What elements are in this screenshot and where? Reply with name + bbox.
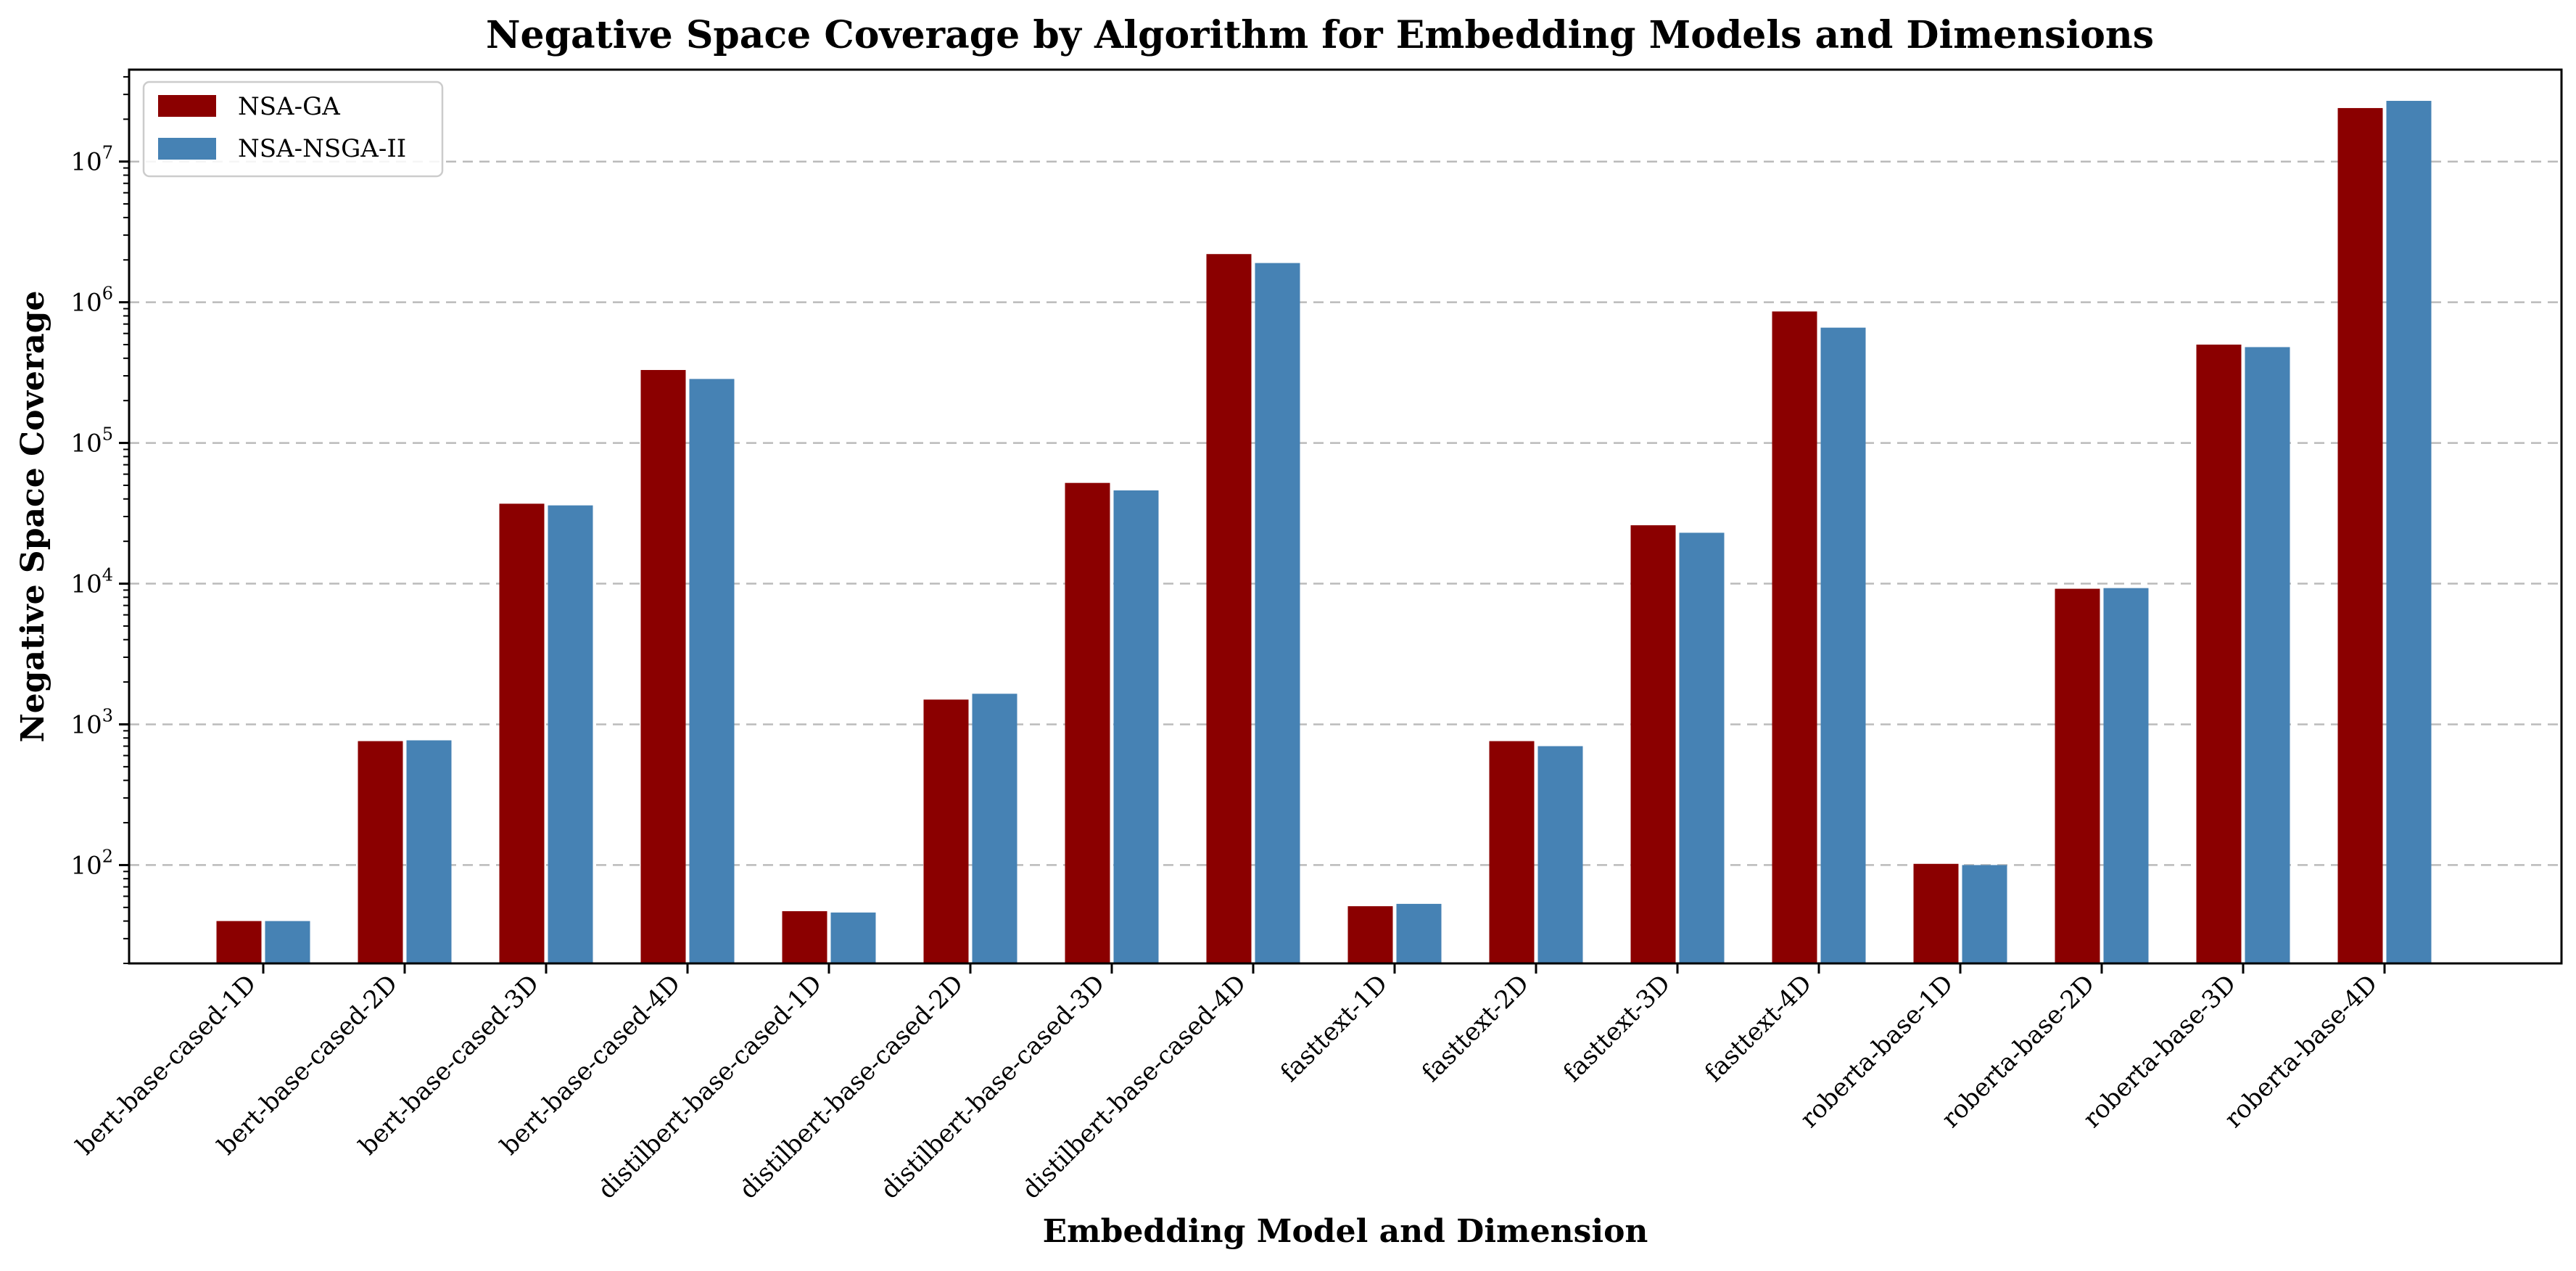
bar-nsa-nsga-ii-distilbert-base-cased-2d xyxy=(972,694,1017,963)
bar-nsa-nsga-ii-roberta-base-2d xyxy=(2103,588,2149,963)
x-tick-label-distilbert-base-cased-2d: distilbert-base-cased-2D xyxy=(734,969,970,1205)
bar-nsa-ga-roberta-base-1d xyxy=(1913,863,1959,963)
bar-nsa-nsga-ii-fasttext-3d xyxy=(1679,532,1725,963)
bar-nsa-nsga-ii-roberta-base-1d xyxy=(1962,865,2007,963)
bar-nsa-ga-distilbert-base-cased-1d xyxy=(782,911,827,963)
chart-title: Negative Space Coverage by Algorithm for… xyxy=(486,13,2154,57)
bar-nsa-nsga-ii-distilbert-base-cased-1d xyxy=(830,912,876,963)
y-tick-label-1e5: 105 xyxy=(70,424,113,458)
legend: NSA-GA NSA-NSGA-II xyxy=(142,81,444,178)
legend-swatch-nsa-nsga-ii xyxy=(158,138,216,160)
x-tick-label-roberta-base-4d: roberta-base-4D xyxy=(2219,969,2383,1133)
bar-nsa-nsga-ii-bert-base-cased-4d xyxy=(689,379,735,963)
x-tick-label-fasttext-3d: fasttext-3D xyxy=(1558,969,1676,1087)
x-tick-label-distilbert-base-cased-3d: distilbert-base-cased-3D xyxy=(875,969,1111,1205)
legend-swatch-nsa-ga xyxy=(158,95,216,117)
x-tick-label-roberta-base-2d: roberta-base-2D xyxy=(1936,969,2100,1133)
x-tick-label-distilbert-base-cased-4d: distilbert-base-cased-4D xyxy=(1017,969,1252,1205)
bar-nsa-nsga-ii-roberta-base-3d xyxy=(2245,347,2290,963)
bar-nsa-nsga-ii-distilbert-base-cased-3d xyxy=(1113,490,1159,963)
bar-nsa-ga-distilbert-base-cased-4d xyxy=(1206,254,1252,963)
bar-nsa-nsga-ii-bert-base-cased-3d xyxy=(548,505,593,963)
x-tick-label-fasttext-4d: fasttext-4D xyxy=(1699,969,1817,1087)
bar-nsa-ga-fasttext-1d xyxy=(1347,906,1393,963)
bar-nsa-ga-distilbert-base-cased-3d xyxy=(1065,482,1110,963)
x-tick-label-distilbert-base-cased-1d: distilbert-base-cased-1D xyxy=(593,969,828,1205)
x-tick-label-fasttext-1d: fasttext-1D xyxy=(1275,969,1393,1087)
bar-nsa-ga-bert-base-cased-2d xyxy=(358,741,403,963)
bar-nsa-ga-roberta-base-3d xyxy=(2196,345,2242,963)
x-tick-label-roberta-base-3d: roberta-base-3D xyxy=(2078,969,2242,1133)
bar-nsa-nsga-ii-bert-base-cased-1d xyxy=(265,921,310,963)
y-tick-labels: 102 103 104 105 106 107 xyxy=(70,143,113,881)
y-tick-label-1e4: 104 xyxy=(70,565,113,599)
bar-nsa-nsga-ii-roberta-base-4d xyxy=(2386,101,2432,964)
x-tick-labels: bert-base-cased-1Dbert-base-cased-2Dbert… xyxy=(70,969,2383,1205)
bar-nsa-ga-roberta-base-2d xyxy=(2055,588,2100,963)
x-axis-label: Embedding Model and Dimension xyxy=(1043,1213,1648,1250)
y-tick-label-1e6: 106 xyxy=(70,284,113,318)
legend-box xyxy=(142,81,444,178)
bar-nsa-ga-roberta-base-4d xyxy=(2337,107,2383,963)
y-axis-label: Negative Space Coverage xyxy=(15,291,51,743)
bar-nsa-ga-distilbert-base-cased-2d xyxy=(923,699,969,963)
bar-nsa-ga-bert-base-cased-4d xyxy=(640,370,686,963)
axis-ticks xyxy=(119,75,2386,974)
bar-nsa-nsga-ii-bert-base-cased-2d xyxy=(406,740,452,963)
y-tick-label-1e2: 102 xyxy=(70,846,113,880)
bar-nsa-nsga-ii-fasttext-1d xyxy=(1396,903,1442,963)
y-tick-label-1e3: 103 xyxy=(70,705,113,739)
legend-label-nsa-ga: NSA-GA xyxy=(238,92,340,121)
legend-label-nsa-nsga-ii: NSA-NSGA-II xyxy=(238,134,406,163)
bar-nsa-nsga-ii-distilbert-base-cased-4d xyxy=(1255,263,1300,963)
bar-nsa-ga-fasttext-3d xyxy=(1630,525,1676,963)
bar-nsa-ga-bert-base-cased-3d xyxy=(499,503,545,963)
bar-nsa-nsga-ii-fasttext-4d xyxy=(1820,327,1866,964)
bar-nsa-ga-bert-base-cased-1d xyxy=(216,921,262,963)
bar-nsa-ga-fasttext-2d xyxy=(1489,741,1535,963)
x-tick-label-fasttext-2d: fasttext-2D xyxy=(1416,969,1535,1087)
x-tick-label-roberta-base-1d: roberta-base-1D xyxy=(1795,969,1959,1133)
bar-nsa-nsga-ii-fasttext-2d xyxy=(1537,746,1583,963)
bars xyxy=(216,101,2432,964)
bar-nsa-ga-fasttext-4d xyxy=(1772,311,1817,963)
y-tick-label-1e7: 107 xyxy=(70,143,113,177)
